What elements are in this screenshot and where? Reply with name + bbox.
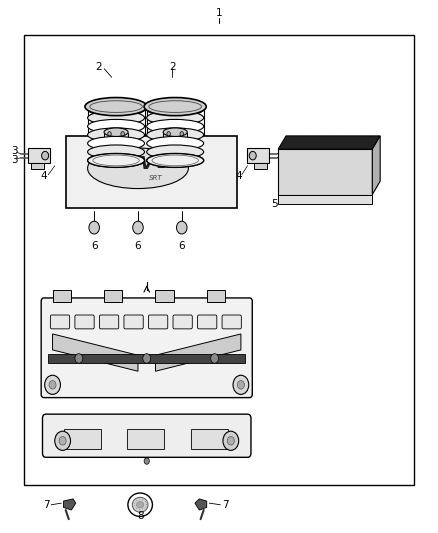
Ellipse shape xyxy=(88,145,145,159)
Bar xyxy=(104,133,128,141)
Ellipse shape xyxy=(147,128,204,142)
Text: 6: 6 xyxy=(178,241,185,251)
FancyBboxPatch shape xyxy=(41,298,252,398)
Bar xyxy=(104,290,122,302)
Bar xyxy=(48,354,245,364)
Bar xyxy=(31,163,44,169)
Text: 4: 4 xyxy=(235,172,242,181)
Text: 6: 6 xyxy=(134,241,141,251)
Ellipse shape xyxy=(88,119,145,133)
Ellipse shape xyxy=(85,98,147,116)
Circle shape xyxy=(108,132,111,136)
FancyBboxPatch shape xyxy=(99,315,119,329)
FancyBboxPatch shape xyxy=(124,315,143,329)
Circle shape xyxy=(227,437,234,445)
Circle shape xyxy=(144,458,149,464)
Ellipse shape xyxy=(88,154,145,167)
Bar xyxy=(127,429,164,449)
Bar xyxy=(28,148,50,163)
FancyBboxPatch shape xyxy=(148,315,168,329)
Text: 2: 2 xyxy=(95,62,102,71)
Text: 3: 3 xyxy=(285,147,292,156)
Circle shape xyxy=(133,221,143,234)
Circle shape xyxy=(55,431,71,450)
Bar xyxy=(254,163,267,169)
Text: 6: 6 xyxy=(91,241,98,251)
Bar xyxy=(191,429,228,449)
Polygon shape xyxy=(64,499,76,510)
Text: V: V xyxy=(140,155,154,173)
Ellipse shape xyxy=(147,136,204,150)
Polygon shape xyxy=(278,136,380,149)
Bar xyxy=(207,290,225,302)
Circle shape xyxy=(211,354,219,364)
Ellipse shape xyxy=(144,98,206,116)
Bar xyxy=(278,149,372,195)
Circle shape xyxy=(45,375,60,394)
Circle shape xyxy=(59,437,66,445)
Text: 3: 3 xyxy=(285,155,292,165)
FancyBboxPatch shape xyxy=(198,315,217,329)
Text: 7: 7 xyxy=(222,500,229,510)
Ellipse shape xyxy=(147,145,204,159)
Circle shape xyxy=(223,431,239,450)
Circle shape xyxy=(42,151,49,160)
Text: 1: 1 xyxy=(215,9,223,18)
Text: 3: 3 xyxy=(11,155,18,165)
FancyBboxPatch shape xyxy=(42,414,251,457)
FancyBboxPatch shape xyxy=(50,315,70,329)
FancyBboxPatch shape xyxy=(75,315,94,329)
Text: 2: 2 xyxy=(170,62,177,71)
Ellipse shape xyxy=(137,502,144,508)
Ellipse shape xyxy=(132,497,148,512)
Circle shape xyxy=(167,132,170,136)
Circle shape xyxy=(237,381,244,389)
Ellipse shape xyxy=(88,102,145,116)
Text: 8: 8 xyxy=(137,511,144,521)
Circle shape xyxy=(143,354,151,364)
Circle shape xyxy=(233,375,249,394)
Polygon shape xyxy=(53,334,138,371)
Ellipse shape xyxy=(88,136,145,150)
Ellipse shape xyxy=(147,102,204,116)
Circle shape xyxy=(121,132,124,136)
Ellipse shape xyxy=(88,148,188,189)
Bar xyxy=(278,195,372,204)
Polygon shape xyxy=(155,334,241,371)
Ellipse shape xyxy=(147,154,204,167)
Bar xyxy=(64,429,101,449)
Bar xyxy=(155,290,174,302)
Ellipse shape xyxy=(104,128,128,136)
Circle shape xyxy=(249,151,256,160)
Text: 4: 4 xyxy=(40,172,47,181)
FancyBboxPatch shape xyxy=(222,315,241,329)
Bar xyxy=(247,148,269,163)
FancyBboxPatch shape xyxy=(173,315,192,329)
Ellipse shape xyxy=(147,119,204,133)
Text: 7: 7 xyxy=(42,500,49,510)
Text: 5: 5 xyxy=(272,199,278,209)
Ellipse shape xyxy=(88,154,145,167)
Polygon shape xyxy=(372,136,380,195)
Circle shape xyxy=(177,221,187,234)
Ellipse shape xyxy=(88,111,145,125)
Bar xyxy=(53,290,71,302)
Polygon shape xyxy=(195,499,207,510)
Circle shape xyxy=(49,381,56,389)
Polygon shape xyxy=(66,136,237,208)
Ellipse shape xyxy=(163,128,187,136)
Ellipse shape xyxy=(147,111,204,125)
Text: SRT: SRT xyxy=(148,175,162,181)
Text: 3: 3 xyxy=(11,147,18,156)
Ellipse shape xyxy=(147,154,204,167)
Circle shape xyxy=(180,132,184,136)
Bar xyxy=(24,35,414,485)
Ellipse shape xyxy=(88,128,145,142)
Circle shape xyxy=(89,221,99,234)
Circle shape xyxy=(75,354,83,364)
Text: 10: 10 xyxy=(157,157,176,171)
Bar xyxy=(163,133,187,141)
